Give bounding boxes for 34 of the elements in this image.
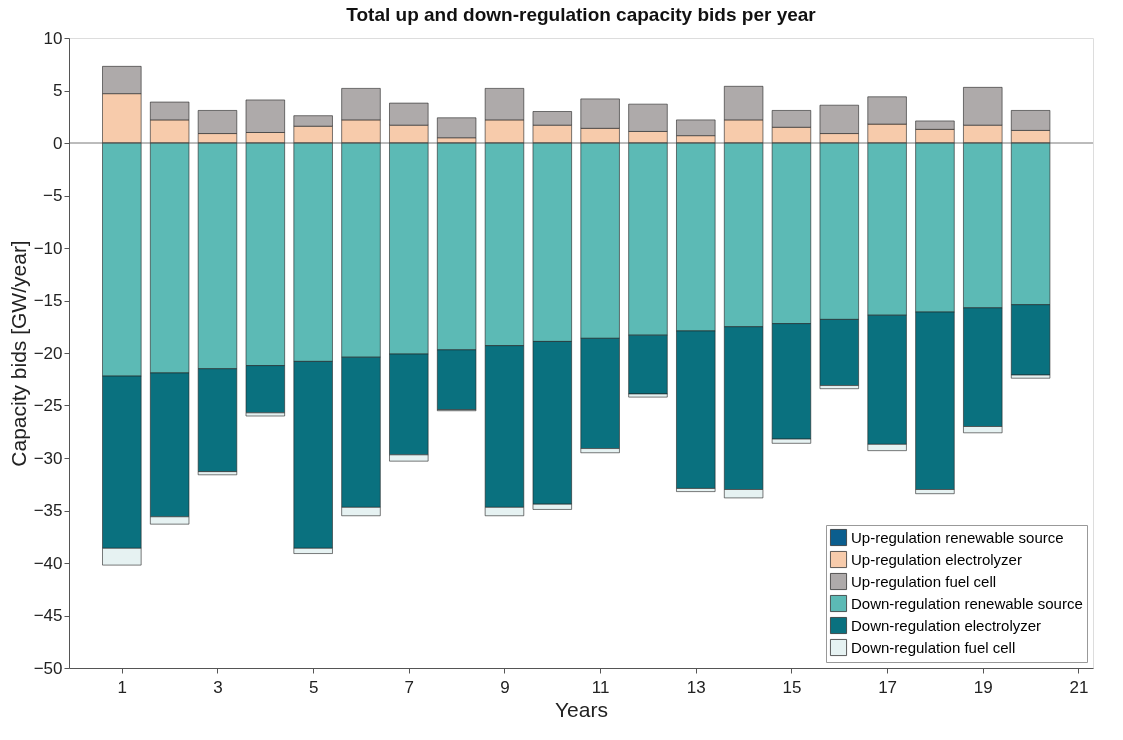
y-tick-label: −40	[33, 553, 63, 573]
x-tick-label: 1	[117, 677, 128, 697]
chart-title: Total up and down-regulation capacity bids per year	[346, 4, 817, 25]
y-tick-label: −20	[33, 343, 63, 363]
legend-label: Up-regulation fuel cell	[851, 572, 997, 590]
x-tick-label: 11	[591, 677, 610, 697]
y-tick-label: −10	[33, 238, 63, 258]
x-axis-title: Years	[555, 697, 608, 721]
y-axis-title: Capacity bids [GW/year]	[6, 240, 30, 467]
x-tick-label: 7	[404, 677, 415, 697]
bar	[437, 117, 477, 139]
y-tick-label: −50	[33, 658, 63, 678]
y-tick-label: 0	[53, 133, 63, 153]
legend-label: Down-regulation renewable source	[851, 594, 1083, 612]
legend-label: Down-regulation fuel cell	[851, 638, 1016, 656]
y-tick-label: 10	[43, 28, 63, 48]
legend-label: Up-regulation electrolyzer	[851, 550, 1022, 568]
legend-label: Down-regulation electrolyzer	[851, 616, 1042, 634]
y-tick-label: 5	[53, 81, 63, 100]
legend-label: Up-regulation renewable source	[851, 528, 1064, 546]
y-tick-label: −35	[33, 501, 63, 520]
y-tick-label: −30	[33, 448, 63, 468]
x-tick-label: 3	[213, 677, 223, 697]
x-tick-label: 17	[878, 677, 898, 697]
y-tick-label: −25	[33, 396, 63, 415]
x-tick-label: 21	[1069, 677, 1089, 697]
y-tick-label: −5	[43, 186, 63, 205]
x-tick-label: 19	[973, 677, 993, 697]
x-tick-label: 13	[686, 677, 706, 697]
y-tick-label: −45	[33, 606, 63, 625]
x-tick-label: 5	[308, 677, 319, 697]
x-tick-label: 15	[782, 677, 802, 697]
y-tick-label: −15	[33, 291, 63, 310]
x-tick-label: 9	[500, 677, 510, 697]
